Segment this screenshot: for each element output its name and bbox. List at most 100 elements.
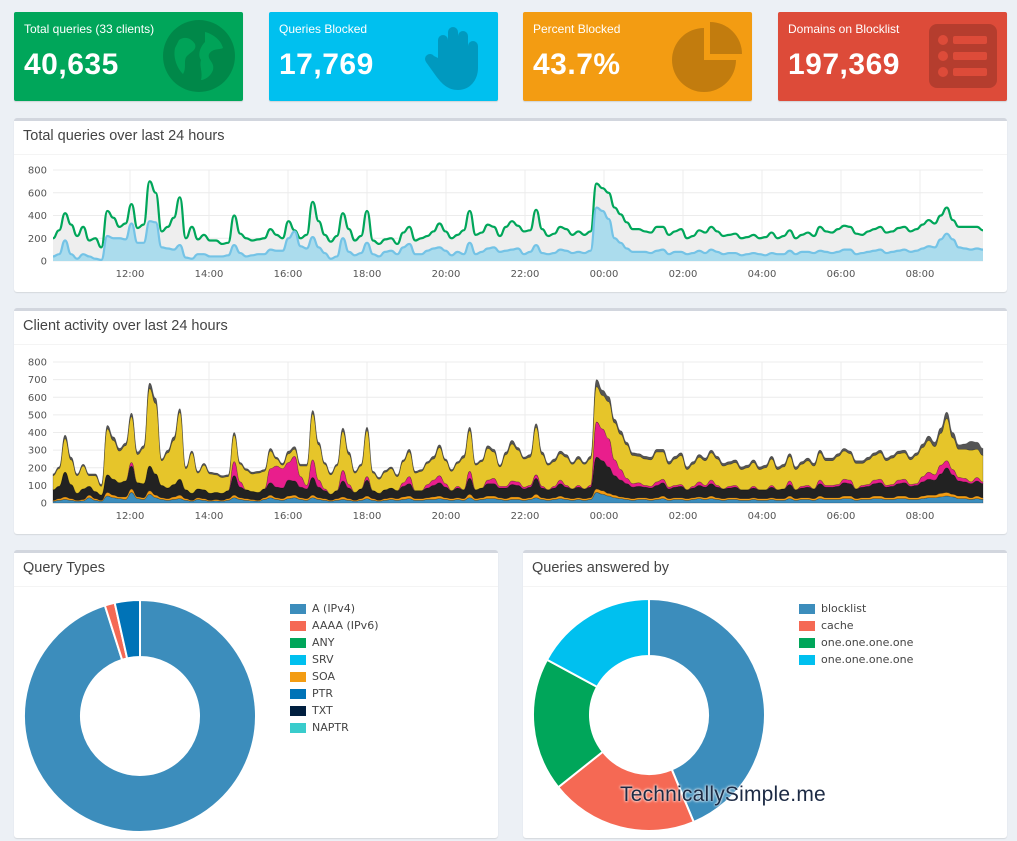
y-tick-label: 500 <box>28 410 47 421</box>
stat-label: Total queries (33 clients) <box>24 22 155 36</box>
x-tick-label: 20:00 <box>432 511 461 522</box>
x-tick-label: 22:00 <box>511 269 540 280</box>
slice-3 <box>545 597 650 689</box>
legend-label: TXT <box>312 704 333 717</box>
legend-item[interactable]: SOA <box>290 668 378 685</box>
legend-item[interactable]: one.one.one.one <box>799 651 913 668</box>
x-tick-label: 04:00 <box>748 269 777 280</box>
queries-answered-by-legend: blocklist cache one.one.one.one one.one.one… <box>799 600 913 668</box>
legend-swatch <box>290 637 306 648</box>
stat-value: 40,635 <box>24 48 119 81</box>
hand-icon <box>425 27 478 90</box>
legend-item[interactable]: A (IPv4) <box>290 600 378 617</box>
slice-5 <box>113 598 141 660</box>
y-tick-label: 700 <box>28 375 47 386</box>
legend-label: SRV <box>312 653 334 666</box>
stat-value: 197,369 <box>788 48 900 81</box>
query-types-legend: A (IPv4) AAAA (IPv6) ANY SRV SOA PTR TXT NAPTR <box>290 600 378 736</box>
series-line-1 <box>52 206 984 261</box>
y-tick-label: 600 <box>28 393 47 404</box>
legend-item[interactable]: ANY <box>290 634 378 651</box>
slice-1 <box>556 750 696 832</box>
legend-label: A (IPv4) <box>312 602 355 615</box>
legend-label: SOA <box>312 670 335 683</box>
x-tick-label: 06:00 <box>827 511 856 522</box>
legend-item[interactable]: NAPTR <box>290 719 378 736</box>
stat-percent-blocked: Percent Blocked 43.7% <box>523 12 752 101</box>
legend-item[interactable]: AAAA (IPv6) <box>290 617 378 634</box>
legend-label: one.one.one.one <box>821 636 914 649</box>
legend-swatch <box>290 722 306 733</box>
legend-label: PTR <box>312 687 333 700</box>
x-tick-label: 12:00 <box>116 269 145 280</box>
legend-swatch <box>799 654 815 665</box>
x-tick-label: 02:00 <box>669 511 698 522</box>
legend-swatch <box>290 603 306 614</box>
y-tick-label: 400 <box>28 428 47 439</box>
globe-icon <box>163 20 235 92</box>
x-tick-label: 20:00 <box>432 269 461 280</box>
x-tick-label: 16:00 <box>274 511 303 522</box>
legend-item[interactable]: cache <box>799 617 913 634</box>
x-tick-label: 02:00 <box>669 269 698 280</box>
x-tick-label: 06:00 <box>827 269 856 280</box>
client-series-4 <box>52 386 984 496</box>
stat-label: Domains on Blocklist <box>788 22 900 36</box>
total-queries-chart[interactable]: 0 200 400 600 800 12:00 14:00 16:00 18:00 20:00 22… <box>14 155 1007 291</box>
legend-item[interactable]: SRV <box>290 651 378 668</box>
stat-queries-blocked: Queries Blocked 17,769 <box>269 12 498 101</box>
stat-value: 43.7% <box>533 48 621 81</box>
total-queries-chart-box: Total queries over last 24 hours 0 200 400… <box>14 118 1007 292</box>
slice-0 <box>648 597 766 824</box>
client-activity-chart[interactable]: 0 100 200 300 400 500 600 700 800 12:00 14:00 16:00… <box>14 345 1007 533</box>
legend-swatch <box>290 688 306 699</box>
queries-answered-by-donut[interactable] <box>523 589 783 839</box>
box-title: Total queries over last 24 hours <box>14 121 1007 155</box>
legend-item[interactable]: TXT <box>290 702 378 719</box>
y-tick-label: 200 <box>28 463 47 474</box>
y-tick-label: 0 <box>41 499 47 510</box>
list-icon <box>929 24 997 88</box>
legend-item[interactable]: blocklist <box>799 600 913 617</box>
legend-swatch <box>290 671 306 682</box>
legend-label: NAPTR <box>312 721 349 734</box>
slice-0 <box>23 598 257 833</box>
box-title: Client activity over last 24 hours <box>14 311 1007 345</box>
legend-swatch <box>290 705 306 716</box>
legend-swatch <box>290 654 306 665</box>
x-tick-label: 22:00 <box>511 511 540 522</box>
y-tick-label: 0 <box>41 257 47 268</box>
legend-swatch <box>799 637 815 648</box>
y-tick-label: 400 <box>28 211 47 222</box>
x-tick-label: 18:00 <box>353 511 382 522</box>
y-tick-label: 600 <box>28 188 47 199</box>
x-tick-label: 00:00 <box>590 511 619 522</box>
y-tick-label: 800 <box>28 358 47 369</box>
legend-item[interactable]: PTR <box>290 685 378 702</box>
queries-answered-by-box: Queries answered by blocklist cache one.on… <box>523 550 1007 838</box>
legend-label: cache <box>821 619 854 632</box>
x-tick-label: 12:00 <box>116 511 145 522</box>
client-series-5 <box>52 379 984 487</box>
x-tick-label: 04:00 <box>748 511 777 522</box>
y-tick-label: 100 <box>28 481 47 492</box>
stat-value: 17,769 <box>279 48 374 81</box>
query-types-box: Query Types A (IPv4) AAAA (IPv6) ANY SRV SOA… <box>14 550 498 838</box>
legend-swatch <box>290 620 306 631</box>
stat-label: Queries Blocked <box>279 22 368 36</box>
query-types-donut[interactable] <box>14 589 274 839</box>
stat-label: Percent Blocked <box>533 22 621 36</box>
stat-total-queries: Total queries (33 clients) 40,635 <box>14 12 243 101</box>
box-title: Queries answered by <box>523 553 1007 587</box>
x-tick-label: 08:00 <box>906 511 935 522</box>
y-tick-label: 200 <box>28 234 47 245</box>
legend-item[interactable]: one.one.one.one <box>799 634 913 651</box>
legend-label: blocklist <box>821 602 867 615</box>
x-tick-label: 14:00 <box>195 269 224 280</box>
watermark: TechnicallySimple.me <box>620 783 826 806</box>
x-tick-label: 08:00 <box>906 269 935 280</box>
x-tick-label: 18:00 <box>353 269 382 280</box>
legend-swatch <box>799 620 815 631</box>
series-line-0 <box>52 180 984 249</box>
slice-2 <box>532 658 605 789</box>
